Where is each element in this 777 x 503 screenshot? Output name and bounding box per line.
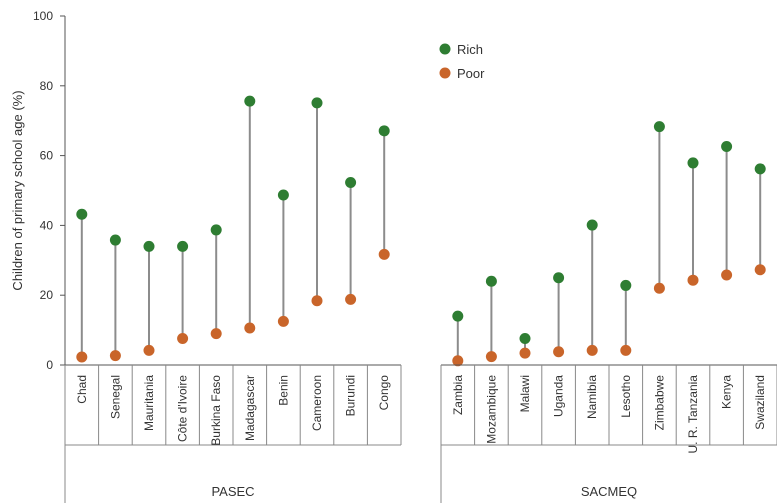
y-tick-label: 20 (40, 288, 54, 302)
poor-point (486, 351, 497, 362)
rich-point (620, 280, 631, 291)
poor-point (755, 264, 766, 275)
x-category-label: Swaziland (753, 375, 767, 430)
rich-point (486, 276, 497, 287)
y-tick-label: 80 (40, 79, 54, 93)
rich-point (144, 241, 155, 252)
x-category-label: Burundi (344, 375, 358, 416)
plot-area (76, 96, 765, 367)
rich-point (520, 333, 531, 344)
rich-point (654, 121, 665, 132)
x-category-label: Senegal (108, 375, 122, 419)
poor-point (587, 345, 598, 356)
y-tick-label: 0 (46, 358, 53, 372)
rich-point (211, 224, 222, 235)
legend-rich-marker (440, 44, 451, 55)
rich-point (688, 157, 699, 168)
x-category-label: Lesotho (619, 375, 633, 418)
x-category-label: Zimbabwe (652, 375, 666, 431)
x-category-label: Congo (377, 375, 391, 411)
poor-point (688, 275, 699, 286)
y-tick-label: 100 (33, 9, 53, 23)
y-axis: 0 20 40 60 80 100 (33, 9, 65, 372)
rich-point (379, 125, 390, 136)
x-category-label: Mozambique (484, 375, 498, 444)
rich-point (177, 241, 188, 252)
y-axis-label: Children of primary school age (%) (10, 90, 25, 290)
legend-rich-label: Rich (457, 42, 483, 57)
x-category-label: U. R. Tanzania (686, 375, 700, 454)
x-category-label: Malawi (518, 375, 532, 412)
poor-point (721, 269, 732, 280)
x-category-label: Uganda (552, 375, 566, 417)
x-category-label: Cameroon (310, 375, 324, 431)
x-category-label: Mauritania (142, 375, 156, 431)
rich-point (244, 96, 255, 107)
poor-point (553, 346, 564, 357)
rich-point (587, 220, 598, 231)
x-category-label: Madagascar (243, 375, 257, 441)
x-group-label: PASEC (211, 484, 254, 499)
rich-point (345, 177, 356, 188)
x-category-label: Côte d'Ivoire (176, 375, 190, 442)
poor-point (110, 350, 121, 361)
poor-point (278, 316, 289, 327)
x-category-label: Namibia (585, 375, 599, 419)
legend-poor-label: Poor (457, 66, 485, 81)
poor-point (312, 295, 323, 306)
rich-point (76, 209, 87, 220)
legend: Rich Poor (440, 42, 486, 81)
rich-point (110, 235, 121, 246)
x-category-label: Zambia (451, 375, 465, 415)
y-tick-label: 40 (40, 218, 54, 232)
poor-point (144, 345, 155, 356)
rich-point (452, 311, 463, 322)
rich-point (312, 97, 323, 108)
poor-point (379, 249, 390, 260)
x-group-label: SACMEQ (581, 484, 637, 499)
poor-point (654, 283, 665, 294)
x-category-label: Kenya (720, 375, 734, 409)
x-category-label: Benin (276, 375, 290, 406)
x-category-label: Chad (75, 375, 89, 404)
x-axis: PASEC Chad Senegal Mauritania Côte d'Ivoire B… (65, 365, 777, 503)
rich-point (278, 190, 289, 201)
poor-point (211, 328, 222, 339)
rich-point (721, 141, 732, 152)
y-tick-label: 60 (40, 149, 54, 163)
poor-point (177, 333, 188, 344)
poor-point (244, 323, 255, 334)
poor-point (76, 351, 87, 362)
legend-poor-marker (440, 68, 451, 79)
rich-point (553, 272, 564, 283)
poor-point (345, 294, 356, 305)
rich-point (755, 163, 766, 174)
poor-point (520, 348, 531, 359)
x-category-label: Burkina Faso (209, 375, 223, 446)
poor-point (620, 345, 631, 356)
